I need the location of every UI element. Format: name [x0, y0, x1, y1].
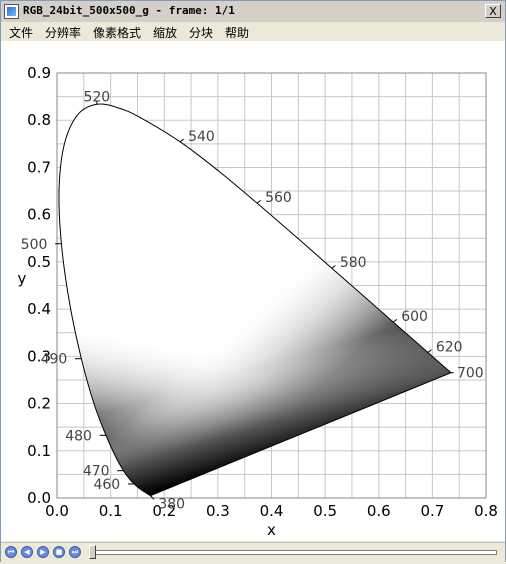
- close-button[interactable]: X: [485, 4, 501, 18]
- wavelength-tick: [150, 495, 155, 500]
- stop-button[interactable]: ■: [53, 546, 65, 558]
- plot-frame: [56, 72, 487, 499]
- x-tick-label: 0.4: [260, 502, 284, 520]
- y-tick-label: 0.0: [27, 489, 51, 507]
- y-tick-label: 0.7: [27, 158, 51, 176]
- y-tick-label: 0.6: [27, 206, 51, 224]
- menu-zoom[interactable]: 缩放: [153, 26, 178, 40]
- y-tick-label: 0.3: [27, 347, 51, 365]
- app-icon: [4, 4, 19, 19]
- wavelength-label: 460: [93, 477, 120, 493]
- wavelength-label: 600: [401, 309, 428, 325]
- first-frame-button[interactable]: ⏮: [5, 546, 17, 558]
- y-axis-label: y: [18, 270, 27, 288]
- wavelength-tick: [392, 318, 398, 323]
- fast-forward-button[interactable]: ⏭: [69, 546, 81, 558]
- y-tick-label: 0.4: [27, 300, 51, 318]
- x-tick-label: 0.6: [367, 502, 391, 520]
- window-title: RGB_24bit_500x500_g - frame: 1/1: [23, 4, 235, 17]
- wavelength-tick: [179, 138, 185, 143]
- wavelength-label: 580: [340, 255, 367, 271]
- spectral-locus: [58, 103, 452, 497]
- wavelength-label: 520: [83, 89, 110, 105]
- wavelength-label: 480: [65, 428, 92, 444]
- menu-resolution[interactable]: 分辨率: [45, 26, 82, 40]
- cie-chromaticity-chart: 0.0 0.1 0.2 0.3 0.4 0.5 0.6 0.7 0.8 0.0 0.1 0.2 0.3 0…: [18, 64, 498, 539]
- play-button[interactable]: ▶: [37, 546, 49, 558]
- image-view: 0.0 0.1 0.2 0.3 0.4 0.5 0.6 0.7 0.8 0.0 0.1 0.2 0.3 0…: [1, 41, 505, 541]
- play-icon: ▶: [40, 548, 46, 556]
- wavelength-label: 540: [188, 129, 215, 145]
- first-frame-icon: ⏮: [7, 548, 15, 556]
- playback-bar: ⏮ ◀ ▶ ■ ⏭: [1, 542, 505, 564]
- x-tick-label: 0.2: [152, 502, 176, 520]
- y-tick-label: 0.2: [27, 395, 51, 413]
- wavelength-label: 500: [21, 237, 48, 253]
- menu-tiling[interactable]: 分块: [189, 26, 214, 40]
- menu-file[interactable]: 文件: [9, 26, 34, 40]
- x-tick-label: 0.7: [420, 502, 444, 520]
- y-tick-label: 0.9: [27, 64, 51, 82]
- x-tick-label: 0.8: [474, 502, 498, 520]
- rewind-button[interactable]: ◀: [21, 546, 33, 558]
- x-tick-label: 0.0: [45, 502, 69, 520]
- x-axis-label: x: [267, 521, 276, 539]
- wavelength-label: 700: [457, 366, 484, 382]
- frame-slider[interactable]: [89, 550, 497, 555]
- wavelength-tick: [331, 265, 336, 269]
- wavelength-tick: [427, 349, 432, 353]
- x-tick-label: 0.3: [206, 502, 230, 520]
- wavelength-label: 560: [265, 190, 292, 206]
- menu-pixel-format[interactable]: 像素格式: [93, 26, 142, 40]
- wavelength-label: 620: [436, 339, 463, 355]
- y-tick-label: 0.8: [27, 111, 51, 129]
- wavelength-label: 490: [41, 352, 68, 368]
- menu-help[interactable]: 帮助: [225, 26, 250, 40]
- axes: 0.0 0.1 0.2 0.3 0.4 0.5 0.6 0.7 0.8 0.0 0.1 0.2 0.3 0…: [27, 64, 498, 520]
- frame-slider-thumb[interactable]: [89, 545, 96, 559]
- x-tick-label: 0.5: [313, 502, 337, 520]
- stop-icon: ■: [55, 548, 63, 556]
- y-tick-label: 0.5: [27, 253, 51, 271]
- title-bar[interactable]: RGB_24bit_500x500_g - frame: 1/1 X: [1, 1, 505, 23]
- y-tick-label: 0.1: [27, 442, 51, 460]
- menu-bar: 文件 分辨率 像素格式 缩放 分块 帮助: [1, 22, 505, 41]
- fast-forward-icon: ⏭: [71, 548, 79, 556]
- wavelength-tick: [256, 199, 261, 204]
- wavelength-label: 380: [158, 497, 185, 513]
- x-tick-label: 0.1: [99, 502, 123, 520]
- wavelength-label: 470: [83, 464, 110, 480]
- rewind-icon: ◀: [24, 548, 30, 556]
